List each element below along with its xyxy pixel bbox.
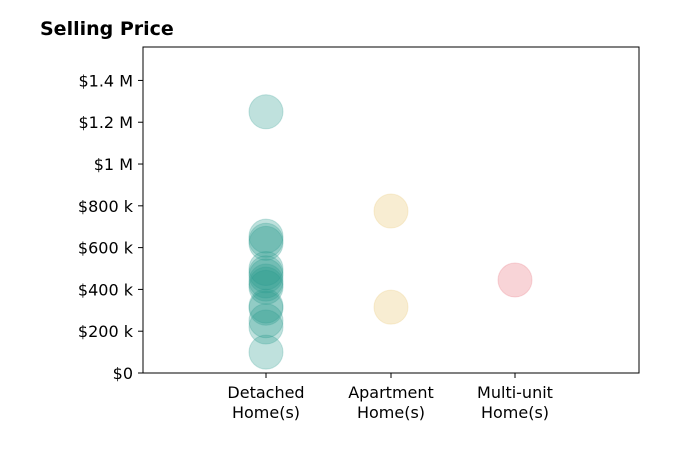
- y-tick-label: $400 k: [78, 280, 134, 299]
- data-point: [248, 269, 284, 305]
- y-axis: $0 $200 k $400 k $600 k $800 k $1 M $1.2 M $1.4…: [78, 71, 143, 383]
- y-tick-label: $200 k: [78, 322, 134, 341]
- data-point: [248, 263, 284, 299]
- data-point: [248, 225, 284, 261]
- data-point: [248, 334, 284, 370]
- y-tick-label: $1.2 M: [78, 113, 133, 132]
- data-point: [248, 218, 284, 254]
- x-category-label: Home(s): [357, 403, 425, 422]
- data-point: [373, 289, 409, 325]
- y-tick-label: $600 k: [78, 239, 134, 258]
- y-tick-label: $0: [113, 364, 133, 383]
- x-axis: DetachedHome(s)ApartmentHome(s)Multi-uni…: [227, 373, 553, 422]
- data-point: [497, 262, 533, 298]
- x-category-label: Detached: [227, 383, 304, 402]
- data-point: [248, 94, 284, 130]
- data-point: [248, 255, 284, 291]
- data-point: [248, 303, 284, 339]
- y-tick-label: $800 k: [78, 197, 134, 216]
- data-point: [248, 251, 284, 287]
- data-point: [248, 288, 284, 324]
- data-point: [248, 222, 284, 258]
- y-tick-label: $1.4 M: [78, 71, 133, 90]
- x-category-label: Apartment: [348, 383, 434, 402]
- data-point: [248, 309, 284, 345]
- x-category-label: Home(s): [232, 403, 300, 422]
- data-point: [248, 258, 284, 294]
- x-category-label: Home(s): [481, 403, 549, 422]
- y-tick-label: $1 M: [94, 155, 133, 174]
- data-point: [248, 290, 284, 326]
- points-layer: [248, 94, 533, 370]
- x-category-label: Multi-unit: [477, 383, 553, 402]
- data-point: [373, 193, 409, 229]
- chart-title: Selling Price: [40, 18, 174, 40]
- data-point: [248, 266, 284, 302]
